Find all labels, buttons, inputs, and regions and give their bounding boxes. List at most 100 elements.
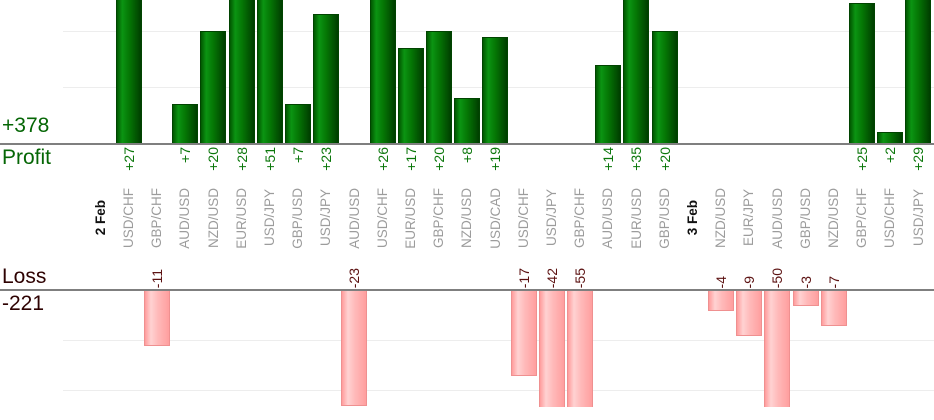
category-label-text: AUD/USD — [769, 187, 785, 249]
category-label: AUD/USD — [345, 184, 363, 252]
profit-bar[interactable] — [172, 104, 199, 143]
category-label-text: GBP/USD — [290, 187, 306, 249]
profit-value-label: +17 — [402, 147, 420, 187]
category-label-text: USD/JPY — [910, 189, 926, 247]
category-label: EUR/USD — [627, 184, 645, 252]
profit-value-label: +23 — [317, 147, 335, 187]
loss-bar[interactable] — [143, 291, 170, 346]
category-label: USD/CHF — [120, 184, 138, 252]
date-label-text: 2 Feb — [92, 200, 108, 236]
loss-value-label-text: -42 — [543, 267, 560, 288]
loss-value-label: -55 — [571, 244, 589, 288]
loss-gridline-20 — [63, 390, 934, 391]
loss-bar[interactable] — [538, 291, 565, 407]
profit-bar[interactable] — [848, 3, 875, 143]
loss-bar[interactable] — [736, 291, 763, 336]
category-label: EUR/USD — [233, 184, 251, 252]
category-label: USD/JPY — [543, 184, 561, 252]
category-label-text: NZD/USD — [713, 188, 729, 248]
profit-bar[interactable] — [369, 0, 396, 143]
profit-value-label: +20 — [656, 147, 674, 187]
profit-value-label-text: +27 — [120, 147, 137, 171]
loss-axis-label: Loss — [2, 265, 47, 288]
profit-bar[interactable] — [425, 31, 452, 143]
profit-axis-label: Profit — [2, 146, 52, 169]
profit-value-label: +8 — [458, 147, 476, 187]
loss-bar[interactable] — [707, 291, 734, 311]
profit-bar[interactable] — [200, 31, 227, 143]
profit-value-label: +27 — [120, 147, 138, 187]
category-label-text: GBP/USD — [797, 187, 813, 249]
profit-value-label: +28 — [233, 147, 251, 187]
loss-value-label: -9 — [740, 244, 758, 288]
category-label-text: NZD/USD — [825, 188, 841, 248]
loss-bar[interactable] — [764, 291, 791, 407]
category-label-text: USD/JPY — [261, 189, 277, 247]
category-label: USD/CAD — [486, 184, 504, 252]
profit-bar[interactable] — [228, 0, 255, 143]
profit-bar[interactable] — [482, 37, 509, 143]
profit-bar[interactable] — [595, 65, 622, 143]
category-label-text: EUR/USD — [628, 187, 644, 249]
category-label: USD/CHF — [881, 184, 899, 252]
profit-bar[interactable] — [284, 104, 311, 143]
profit-value-label: +2 — [881, 147, 899, 187]
category-label-text: NZD/USD — [459, 188, 475, 248]
category-label-text: USD/CHF — [374, 188, 390, 248]
loss-value-label-text: -50 — [769, 267, 786, 288]
loss-bar[interactable] — [341, 291, 368, 406]
profit-value-label: +26 — [374, 147, 392, 187]
loss-value-label-text: -11 — [148, 268, 165, 288]
date-label: 3 Feb — [684, 184, 702, 252]
category-label: AUD/USD — [176, 184, 194, 252]
profit-bar[interactable] — [905, 0, 932, 143]
loss-bar[interactable] — [566, 291, 593, 407]
category-label: NZD/USD — [458, 184, 476, 252]
category-label-text: USD/CAD — [487, 187, 503, 249]
category-label-text: EUR/JPY — [741, 189, 757, 247]
category-label-text: NZD/USD — [205, 188, 221, 248]
category-label-text: EUR/USD — [233, 187, 249, 249]
category-label-text: GBP/CHF — [431, 187, 447, 248]
profit-bar[interactable] — [256, 0, 283, 143]
category-label: GBP/USD — [656, 184, 674, 252]
profit-bar[interactable] — [397, 48, 424, 143]
profit-bar[interactable] — [454, 98, 481, 143]
profit-value-label-text: +19 — [487, 147, 504, 171]
category-label-text: USD/CHF — [882, 188, 898, 248]
loss-value-label-text: -3 — [797, 275, 814, 288]
loss-value-label-text: -4 — [712, 275, 729, 288]
loss-value-label: -42 — [543, 244, 561, 288]
loss-bar[interactable] — [510, 291, 537, 376]
date-label-text: 3 Feb — [684, 200, 700, 236]
category-label: NZD/USD — [204, 184, 222, 252]
profit-bar[interactable] — [115, 0, 142, 143]
category-label: GBP/CHF — [148, 184, 166, 252]
loss-bar[interactable] — [792, 291, 819, 306]
category-label: GBP/USD — [289, 184, 307, 252]
profit-value-label-text: +7 — [177, 147, 194, 163]
profit-bar[interactable] — [877, 132, 904, 143]
profit-value-label: +7 — [176, 147, 194, 187]
loss-bar[interactable] — [820, 291, 847, 326]
profit-value-label-text: +29 — [910, 147, 927, 171]
profit-bar[interactable] — [651, 31, 678, 143]
category-label: GBP/CHF — [430, 184, 448, 252]
loss-value-label-text: -17 — [515, 267, 532, 288]
profit-total: +378 — [2, 114, 50, 137]
profit-value-label-text: +14 — [600, 147, 617, 171]
profit-bar[interactable] — [313, 14, 340, 143]
profit-value-label-text: +8 — [459, 147, 476, 163]
category-label: NZD/USD — [825, 184, 843, 252]
category-label-text: USD/JPY — [318, 189, 334, 247]
category-label: GBP/CHF — [571, 184, 589, 252]
category-label: USD/CHF — [374, 184, 392, 252]
category-label: USD/CHF — [515, 184, 533, 252]
profit-value-label-text: +20 — [430, 147, 447, 171]
category-label: GBP/CHF — [853, 184, 871, 252]
loss-axis-line — [0, 289, 934, 291]
profit-value-label-text: +51 — [261, 147, 278, 171]
category-label: AUD/USD — [599, 184, 617, 252]
loss-value-label: -23 — [345, 244, 363, 288]
profit-bar[interactable] — [623, 0, 650, 143]
